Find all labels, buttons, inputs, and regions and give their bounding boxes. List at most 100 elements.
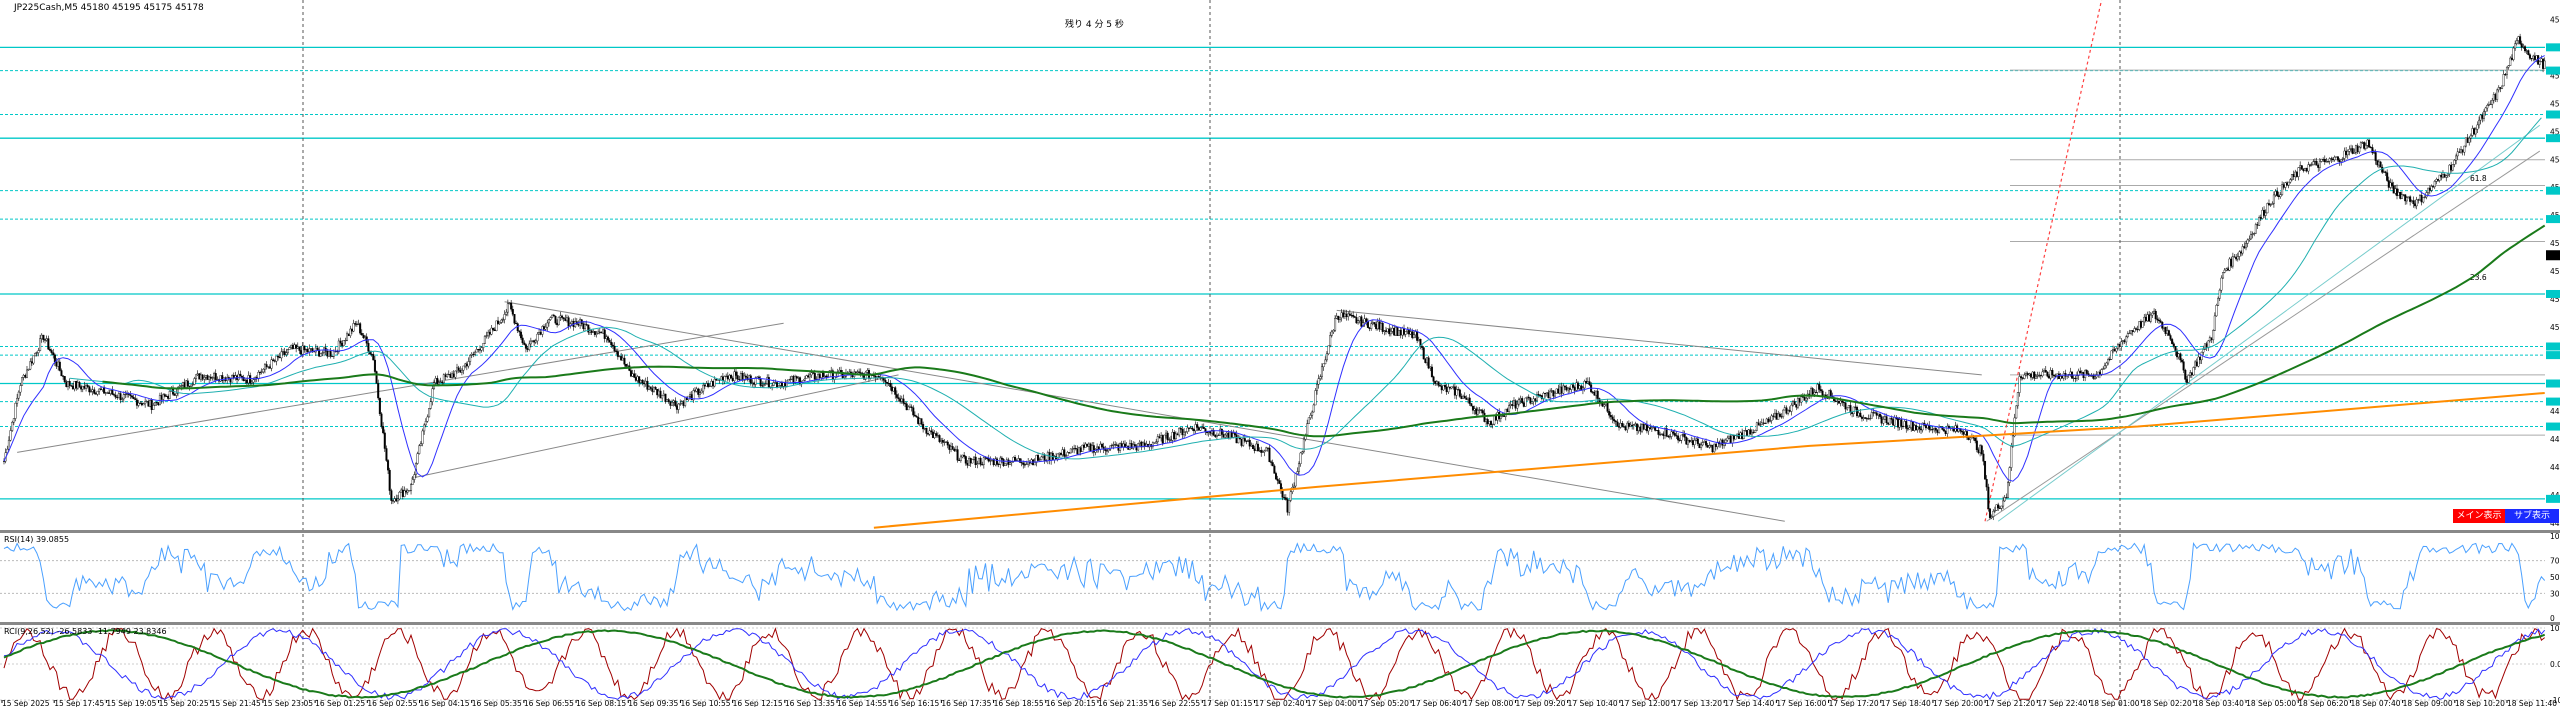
time-tick-label: 17 Sep 06:40 (1411, 699, 1461, 707)
candle-body (2461, 149, 2464, 153)
candle-body (2345, 150, 2348, 156)
candle-body (1867, 418, 1870, 420)
candle-body (1529, 397, 1532, 404)
candle-body (1483, 412, 1486, 422)
candle-body (2072, 377, 2075, 379)
candle-body (1539, 395, 1542, 397)
candle-body (406, 490, 409, 493)
candle-body (976, 463, 979, 466)
candle-body (86, 385, 89, 387)
candle-body (1274, 473, 1277, 480)
candle-body (1711, 445, 1714, 453)
candle-body (62, 375, 65, 377)
candle-body (211, 377, 214, 379)
candle-body (542, 326, 545, 330)
candle-body (1084, 443, 1087, 448)
candle-body (344, 340, 347, 342)
candle-body (1798, 398, 1801, 403)
candle-body (1852, 406, 1855, 414)
time-tick-label: 17 Sep 02:40 (1255, 699, 1305, 707)
candle-body (2297, 167, 2300, 177)
candle-body (1033, 462, 1036, 466)
candle-body (2542, 58, 2545, 69)
candle-body (2039, 375, 2042, 377)
candle-body (1984, 461, 1987, 480)
candle-body (506, 303, 509, 313)
candle-body (1588, 381, 1591, 386)
candle-body (1788, 410, 1791, 412)
candle-body (1897, 418, 1900, 428)
candle-body (1316, 384, 1319, 391)
time-tick-label: 16 Sep 05:35 (472, 699, 522, 707)
candle-body (1911, 421, 1914, 431)
sub-display-button[interactable]: サブ表示 (2505, 509, 2559, 523)
candle-body (52, 352, 55, 356)
candle-body (1683, 434, 1686, 438)
candle-body (1160, 435, 1163, 439)
time-tick-label: 18 Sep 03:40 (2194, 699, 2244, 707)
candle-body (597, 331, 600, 334)
candle-body (2302, 169, 2305, 171)
candle-body (1706, 445, 1709, 448)
candle-body (39, 338, 42, 351)
candle-body (1750, 432, 1753, 435)
candle-body (936, 435, 939, 437)
candle-body (354, 323, 357, 325)
candle-body (260, 371, 263, 373)
candle-body (1347, 313, 1350, 318)
current-price-badge (2546, 250, 2560, 261)
rci-tick: -100 (2550, 696, 2560, 705)
candle-body (1521, 398, 1524, 404)
candle-body (1690, 440, 1693, 443)
candle-body (2361, 142, 2364, 144)
price-tick: 45726 (2550, 15, 2560, 24)
candle-body (1856, 406, 1859, 417)
panel-separator[interactable] (0, 530, 2560, 533)
candle-body (162, 394, 165, 400)
candle-body (2430, 186, 2433, 191)
candle-body (2412, 200, 2415, 205)
candle-body (360, 332, 363, 336)
current-price-text: 45178 (2547, 251, 2560, 260)
candle-body (679, 403, 682, 405)
candle-body (1010, 461, 1013, 463)
candle-body (1749, 429, 1752, 435)
candle-body (551, 314, 554, 318)
candle-body (1742, 430, 1745, 439)
candle-body (152, 405, 155, 410)
candle-body (501, 319, 504, 321)
candle-body (961, 454, 964, 458)
candle-body (1644, 424, 1647, 430)
candle-body (787, 379, 790, 382)
candle-body (1657, 430, 1660, 435)
candle-body (904, 403, 907, 405)
candle-body (895, 394, 898, 398)
panel-separator[interactable] (0, 622, 2560, 625)
candle-body (2440, 174, 2443, 178)
candle-body (707, 383, 710, 387)
candle-body (677, 403, 680, 410)
rci-9-line (3, 627, 2546, 701)
candle-body (2112, 349, 2115, 352)
candle-body (948, 444, 951, 450)
candle-body (2153, 310, 2156, 314)
candle-body (1082, 444, 1085, 448)
candle-body (808, 374, 811, 378)
candle-body (1163, 434, 1166, 444)
candle-body (1918, 426, 1921, 430)
candle-body (472, 353, 475, 355)
candle-body (2348, 148, 2351, 152)
candle-body (1465, 397, 1468, 400)
candle-body (247, 375, 250, 384)
candle-body (1816, 384, 1819, 393)
candle-body (1908, 427, 1911, 430)
main-display-button[interactable]: メイン表示 (2453, 509, 2505, 523)
candle-body (1293, 485, 1296, 488)
candle-body (1294, 473, 1297, 487)
candle-body (1247, 439, 1250, 442)
candle-body (1186, 427, 1189, 432)
candle-body (285, 352, 288, 355)
candle-body (753, 382, 756, 385)
candle-body (175, 393, 178, 396)
